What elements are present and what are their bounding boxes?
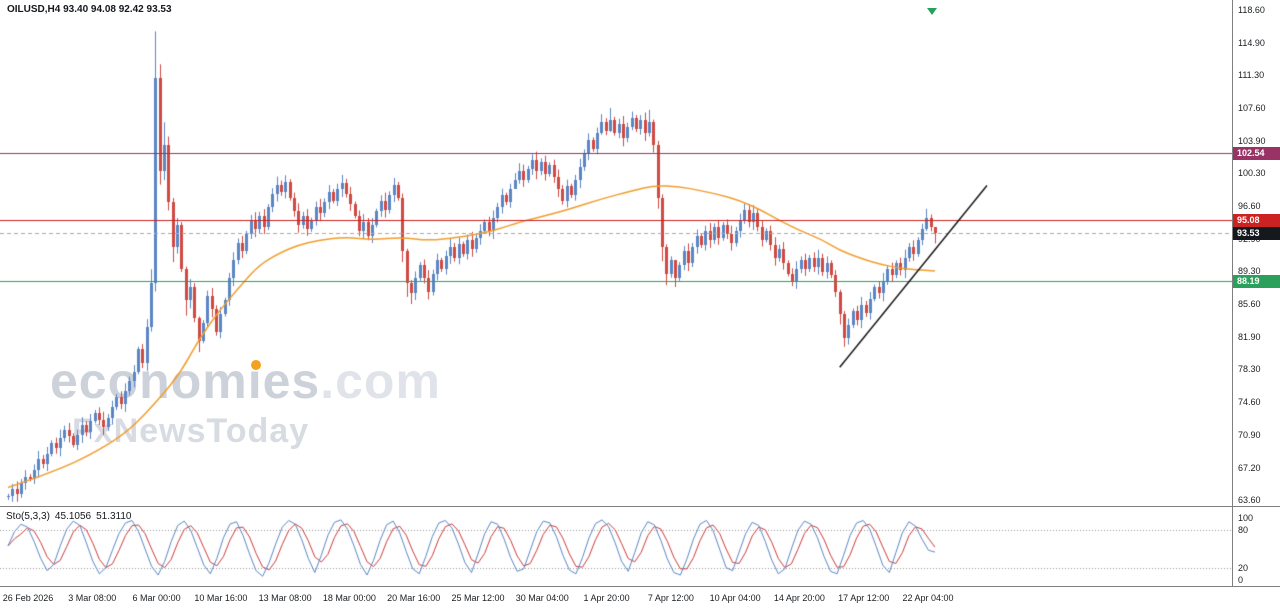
chart-title: OILUSD,H4 93.40 94.08 92.42 93.53 <box>7 4 172 15</box>
time-axis-label: 3 Mar 08:00 <box>68 593 117 603</box>
time-axis[interactable]: 26 Feb 2026 3 Mar 08:00 6 Mar 00:00 10 Mar … <box>0 588 1232 614</box>
time-axis-label: 30 Mar 04:00 <box>515 593 569 603</box>
price-level-badge: 95.08 <box>1233 214 1280 227</box>
price-level-badge: 102.54 <box>1233 147 1280 160</box>
time-axis-label: 10 Mar 16:00 <box>194 593 248 603</box>
chart-shift-icon <box>927 8 937 15</box>
indicator-title: Sto(5,3,3) 45.1056 51.3110 <box>6 511 136 522</box>
time-axis-label: 10 Apr 04:00 <box>709 593 761 603</box>
panel-separator <box>0 506 1280 507</box>
price-axis-label: 111.30 <box>1238 70 1265 80</box>
time-axis-label: 13 Mar 08:00 <box>258 593 312 603</box>
time-axis-label: 18 Mar 00:00 <box>322 593 376 603</box>
time-axis-label: 17 Apr 12:00 <box>838 593 890 603</box>
candlestick-canvas[interactable] <box>0 0 1232 507</box>
time-axis-label: 7 Apr 12:00 <box>647 593 694 603</box>
price-axis-label: 118.60 <box>1238 5 1265 15</box>
time-axis-label: 6 Mar 00:00 <box>132 593 181 603</box>
time-axis-label: 26 Feb 2026 <box>2 593 54 603</box>
time-axis-label: 14 Apr 20:00 <box>773 593 825 603</box>
time-axis-label: 20 Mar 16:00 <box>387 593 441 603</box>
indicator-axis-label: 100 <box>1238 513 1254 523</box>
price-axis-label: 114.90 <box>1238 38 1265 48</box>
time-axis-label: 22 Apr 04:00 <box>902 593 954 603</box>
price-axis[interactable]: 118.60 114.90 111.30 107.60 103.90 100.30 96.6… <box>1232 0 1280 586</box>
price-level-badge: 88.19 <box>1233 275 1280 288</box>
price-axis-label: 89.30 <box>1238 266 1261 276</box>
price-axis-label: 67.20 <box>1238 463 1261 473</box>
price-axis-label: 100.30 <box>1238 168 1266 178</box>
price-axis-label: 74.60 <box>1238 397 1261 407</box>
indicator-d-value: 51.3110 <box>96 511 132 522</box>
price-axis-label: 70.90 <box>1238 430 1261 440</box>
price-axis-label: 107.60 <box>1238 103 1266 113</box>
indicator-axis-label: 20 <box>1238 563 1249 573</box>
axis-separator <box>0 586 1280 587</box>
indicator-axis-label: 0 <box>1238 575 1244 585</box>
stochastic-canvas[interactable] <box>0 508 1232 586</box>
price-axis-label: 85.60 <box>1238 299 1261 309</box>
indicator-k-value: 45.1056 <box>54 511 92 522</box>
time-axis-label: 25 Mar 12:00 <box>451 593 505 603</box>
time-axis-label: 1 Apr 20:00 <box>583 593 630 603</box>
indicator-axis-label: 80 <box>1238 525 1249 535</box>
price-axis-label: 63.60 <box>1238 495 1261 505</box>
price-axis-label: 81.90 <box>1238 332 1261 342</box>
indicator-name: Sto(5,3,3) <box>6 511 50 522</box>
price-level-badge: 93.53 <box>1233 227 1280 240</box>
price-axis-label: 78.30 <box>1238 364 1261 374</box>
price-axis-label: 96.60 <box>1238 201 1261 211</box>
price-axis-label: 103.90 <box>1238 136 1266 146</box>
